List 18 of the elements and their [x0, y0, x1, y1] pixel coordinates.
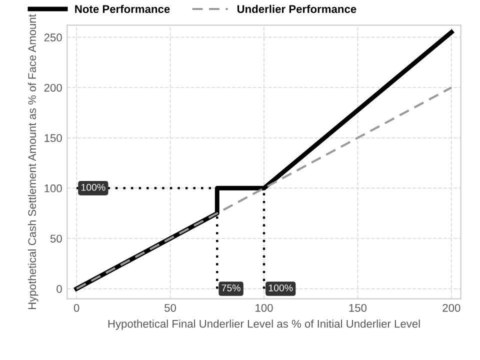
x-tick-label: 0 — [74, 304, 80, 312]
x-tick-label: 50 — [164, 304, 176, 312]
legend-label: Note Performance — [75, 4, 170, 14]
y-tick-label: 50 — [50, 234, 62, 243]
y-tick-label: 100 — [44, 184, 62, 192]
x-axis-title: Hypothetical Final Underlier Level as % of Initial Underlier Level — [108, 320, 420, 330]
y-tick-label: 200 — [44, 84, 62, 92]
x-tick-label: 150 — [349, 304, 367, 312]
y-tick-label: 0 — [56, 285, 62, 293]
legend-label: Underlier Performance — [237, 4, 356, 14]
x-tick-label: 100 — [256, 304, 273, 312]
y-axis-title: Hypothetical Cash Settlement Amount as % of Face Amount — [28, 14, 38, 309]
y-tick-label: 150 — [44, 134, 62, 142]
y-tick-label: 250 — [44, 34, 62, 42]
annotation: 100% — [81, 184, 106, 191]
annotation: 100% — [268, 284, 293, 292]
x-tick-label: 200 — [442, 304, 460, 312]
annotation: 75% — [222, 284, 240, 292]
